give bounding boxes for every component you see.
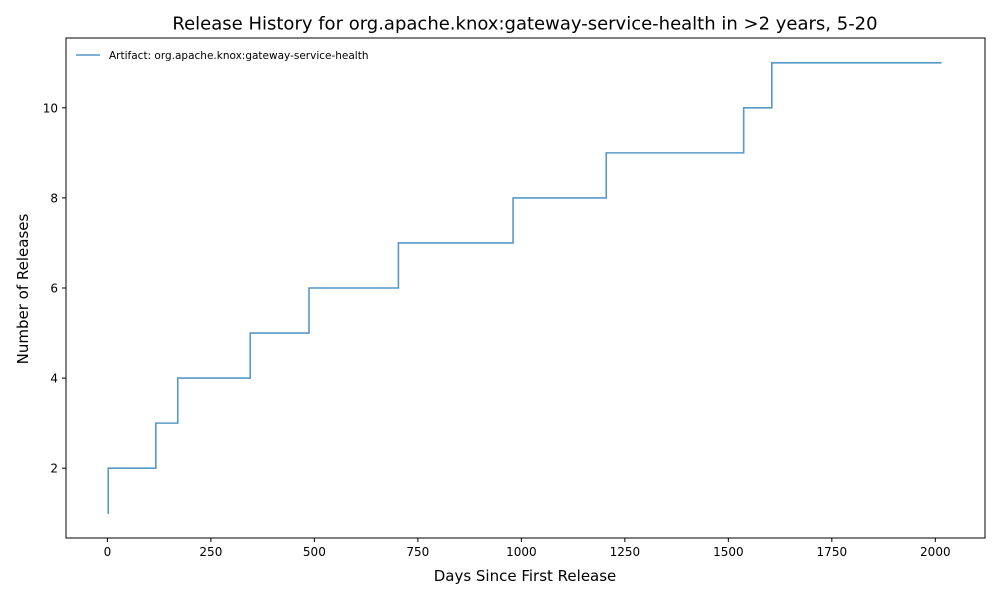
x-tick-label: 2000	[920, 545, 951, 559]
y-tick-label: 10	[43, 101, 58, 115]
y-axis-label: Number of Releases	[14, 213, 32, 364]
x-tick-label: 0	[104, 545, 112, 559]
plot-area: 0 250 500 750 1000 1250 1500 1750 2000 2 4 6 8 10 Arti…	[43, 37, 986, 559]
series-line	[107, 61, 942, 515]
y-tick-label: 8	[50, 191, 58, 205]
x-tick-label: 1250	[610, 545, 641, 559]
x-tick-label: 1750	[817, 545, 848, 559]
y-tick-label: 2	[50, 462, 58, 476]
x-tick-label: 500	[303, 545, 326, 559]
x-tick-label: 1500	[713, 545, 744, 559]
x-axis-label: Days Since First Release	[434, 567, 617, 585]
x-tick-label: 750	[406, 545, 429, 559]
x-tick-label: 250	[199, 545, 222, 559]
legend-label: Artifact: org.apache.knox:gateway-servic…	[109, 50, 369, 62]
y-tick-label: 4	[50, 372, 58, 386]
x-tick-label: 1000	[506, 545, 537, 559]
axes-frame	[65, 37, 986, 539]
y-tick-label: 6	[50, 282, 58, 296]
chart-title: Release History for org.apache.knox:gate…	[172, 14, 877, 35]
